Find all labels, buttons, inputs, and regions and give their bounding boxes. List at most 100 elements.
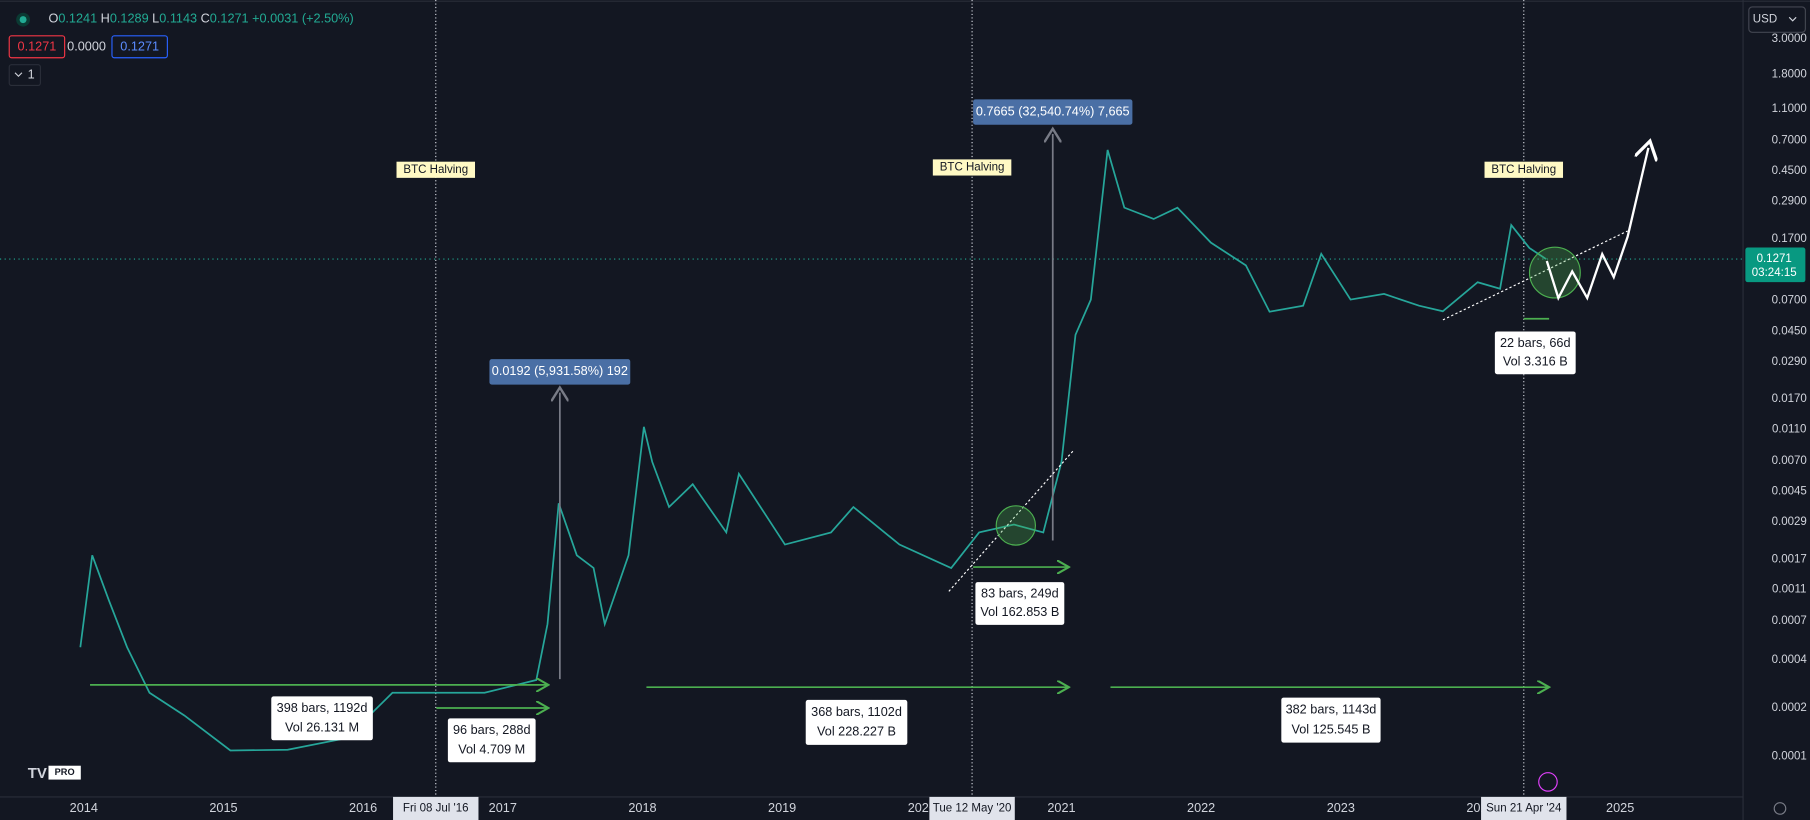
date-range-box: [805, 699, 908, 745]
ohlc-value: 0.1289: [110, 12, 149, 26]
y-tick-label: 1.8000: [1772, 69, 1807, 81]
price-range-box: [973, 99, 1133, 125]
x-tick-label: 2016: [349, 801, 377, 815]
price-tag-value: 0.1271: [1757, 253, 1792, 265]
y-tick-label: 0.7000: [1772, 134, 1807, 146]
y-tick-label: 0.0170: [1772, 393, 1807, 405]
logo-badge-text: PRO: [55, 767, 75, 777]
currency-button[interactable]: [1748, 6, 1806, 33]
x-tick-label: 2025: [1606, 801, 1634, 815]
date-range-volume: Vol 125.545 B: [1291, 722, 1370, 736]
indicator-count[interactable]: 1: [28, 67, 35, 81]
sell-price[interactable]: 0.1271: [18, 40, 57, 54]
date-range-volume: Vol 3.316 B: [1503, 355, 1568, 369]
crosshair-date-box: [929, 796, 1015, 820]
y-tick-label: 0.0045: [1772, 486, 1807, 498]
trend-line: [948, 450, 1074, 592]
date-range-box: [447, 718, 536, 763]
halving-label: BTC Halving: [1491, 164, 1556, 176]
ohlc-key: L: [152, 12, 159, 26]
date-range-bars: 83 bars, 249d: [981, 586, 1059, 600]
y-tick-label: 3.0000: [1772, 33, 1807, 45]
date-range-bars: 382 bars, 1143d: [1286, 703, 1377, 717]
y-tick-label: 0.0001: [1772, 750, 1807, 762]
chevron: [14, 72, 23, 78]
date-range-bars: 368 bars, 1102d: [811, 705, 902, 719]
ohlc-value: 0.1271: [210, 12, 249, 26]
price-series: [79, 149, 1547, 752]
x-tick-label: 2021: [1047, 801, 1075, 815]
ohlc-legend: O0.1241 H0.1289 L0.1143 C0.1271 +0.0031 …: [48, 12, 353, 26]
price-tag: [1745, 247, 1806, 283]
logo-badge: [48, 765, 81, 780]
y-tick-label: 0.0070: [1772, 455, 1807, 467]
highlight-circle: [995, 505, 1037, 546]
y-tick-label: 0.2900: [1772, 196, 1807, 208]
price-range-label: 0.7665 (32,540.74%) 7,665: [976, 104, 1130, 118]
settings-icon[interactable]: [1773, 802, 1787, 815]
ohlc-change: +0.0031 (+2.50%): [252, 12, 354, 26]
halving-label-box: [1484, 161, 1564, 178]
crosshair-date-box: [393, 796, 479, 820]
x-tick-label: 2015: [209, 801, 237, 815]
ohlc-key: O: [48, 12, 58, 26]
date-range-box: [975, 582, 1065, 625]
price-tag-countdown: 03:24:15: [1752, 267, 1797, 279]
y-tick-label: 0.0700: [1772, 295, 1807, 307]
halving-label: BTC Halving: [403, 164, 468, 176]
indicator-toggle[interactable]: [8, 64, 41, 87]
alert-icon[interactable]: [1538, 772, 1558, 792]
ohlc-value: 0.1241: [58, 12, 97, 26]
x-tick-label: 2017: [489, 801, 517, 815]
date-range-box: [1281, 697, 1381, 743]
x-tick-label: 2023: [1327, 801, 1355, 815]
y-tick-label: 0.0110: [1772, 423, 1806, 435]
x-tick-label: 2019: [768, 801, 796, 815]
date-range-bars: 22 bars, 66d: [1500, 336, 1571, 350]
buy-price[interactable]: 0.1271: [120, 40, 159, 54]
status-dot: [19, 16, 27, 24]
crosshair-date: Fri 08 Jul '16: [403, 802, 469, 814]
ohlc-value: 0.1143: [159, 12, 197, 26]
y-tick-label: 0.0450: [1772, 325, 1807, 337]
y-tick-label: 0.0007: [1772, 615, 1807, 627]
y-tick-label: 0.0004: [1772, 654, 1808, 666]
price-range-box: [489, 359, 631, 385]
currency[interactable]: USD: [1753, 14, 1777, 26]
spread: 0.0000: [67, 40, 106, 54]
x-tick-label: 2022: [1187, 801, 1215, 815]
y-tick-label: 0.1700: [1772, 233, 1807, 245]
date-range-bars: 96 bars, 288d: [453, 723, 531, 737]
date-range-volume: Vol 4.709 M: [458, 742, 525, 756]
halving-label: BTC Halving: [940, 162, 1005, 174]
crosshair-date: Tue 12 May '20: [933, 802, 1012, 814]
date-range-box: [1494, 331, 1576, 375]
highlight-circle: [1528, 246, 1581, 299]
chevron: [1788, 16, 1797, 22]
x-tick-label: 2018: [628, 801, 656, 815]
date-range-volume: Vol 162.853 B: [980, 605, 1059, 619]
x-tick-label: 2020: [908, 801, 936, 815]
crosshair-date-box: [1481, 796, 1567, 820]
date-range-volume: Vol 26.131 M: [285, 720, 359, 734]
date-range-volume: Vol 228.227 B: [817, 725, 896, 739]
y-tick-label: 1.1000: [1772, 103, 1807, 115]
date-range-bars: 398 bars, 1192d: [277, 701, 368, 715]
ohlc-key: H: [101, 12, 110, 26]
price-range-label: 0.0192 (5,931.58%) 192: [492, 364, 628, 378]
trend-line: [1442, 230, 1628, 321]
halving-label-box: [396, 161, 476, 178]
x-tick-label: 2014: [70, 801, 98, 815]
projection-path: [1545, 148, 1649, 301]
y-tick-label: 0.4500: [1772, 165, 1807, 177]
buy-box[interactable]: [111, 35, 168, 59]
y-tick-label: 0.0290: [1772, 356, 1807, 368]
sell-box[interactable]: [8, 35, 66, 59]
crosshair-date: Sun 21 Apr '24: [1486, 802, 1562, 814]
ohlc-key: C: [201, 12, 210, 26]
halving-label-box: [932, 159, 1012, 176]
